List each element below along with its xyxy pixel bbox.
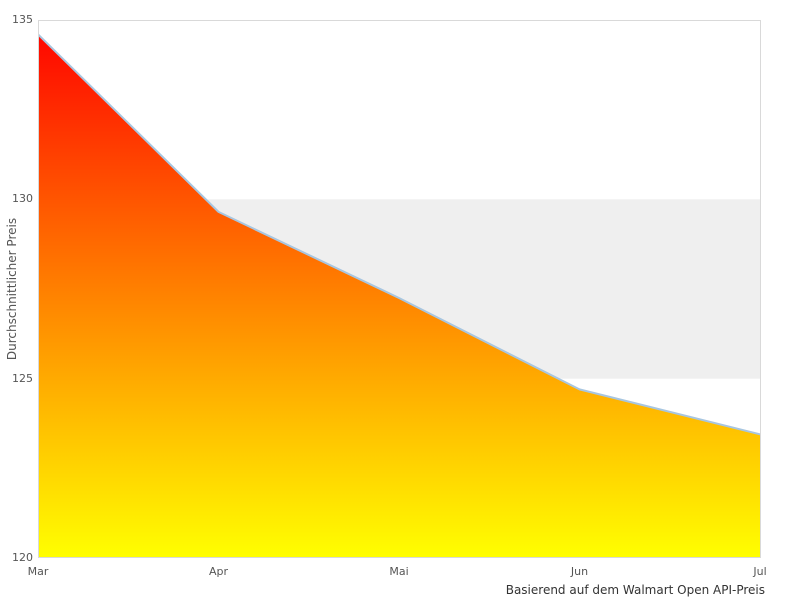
x-tick-label: Apr <box>208 565 229 578</box>
x-tick-label: Mar <box>27 565 49 578</box>
y-tick-label: 130 <box>12 192 33 206</box>
plot-border <box>38 20 761 558</box>
price-area-fill <box>38 34 760 558</box>
y-axis-title: Durchschnittlicher Preis <box>5 217 19 361</box>
y-tick-label: 125 <box>12 371 33 385</box>
x-tick-label: Jul <box>753 565 767 578</box>
y-tick-label: 120 <box>12 551 33 564</box>
y-tick-label: 135 <box>12 13 33 26</box>
x-tick-label: Jun <box>570 565 589 578</box>
x-tick-label: Mai <box>389 565 409 578</box>
chart-caption: Basierend auf dem Walmart Open API-Preis <box>505 583 765 597</box>
price-line <box>38 33 761 436</box>
plot-area <box>38 20 761 558</box>
